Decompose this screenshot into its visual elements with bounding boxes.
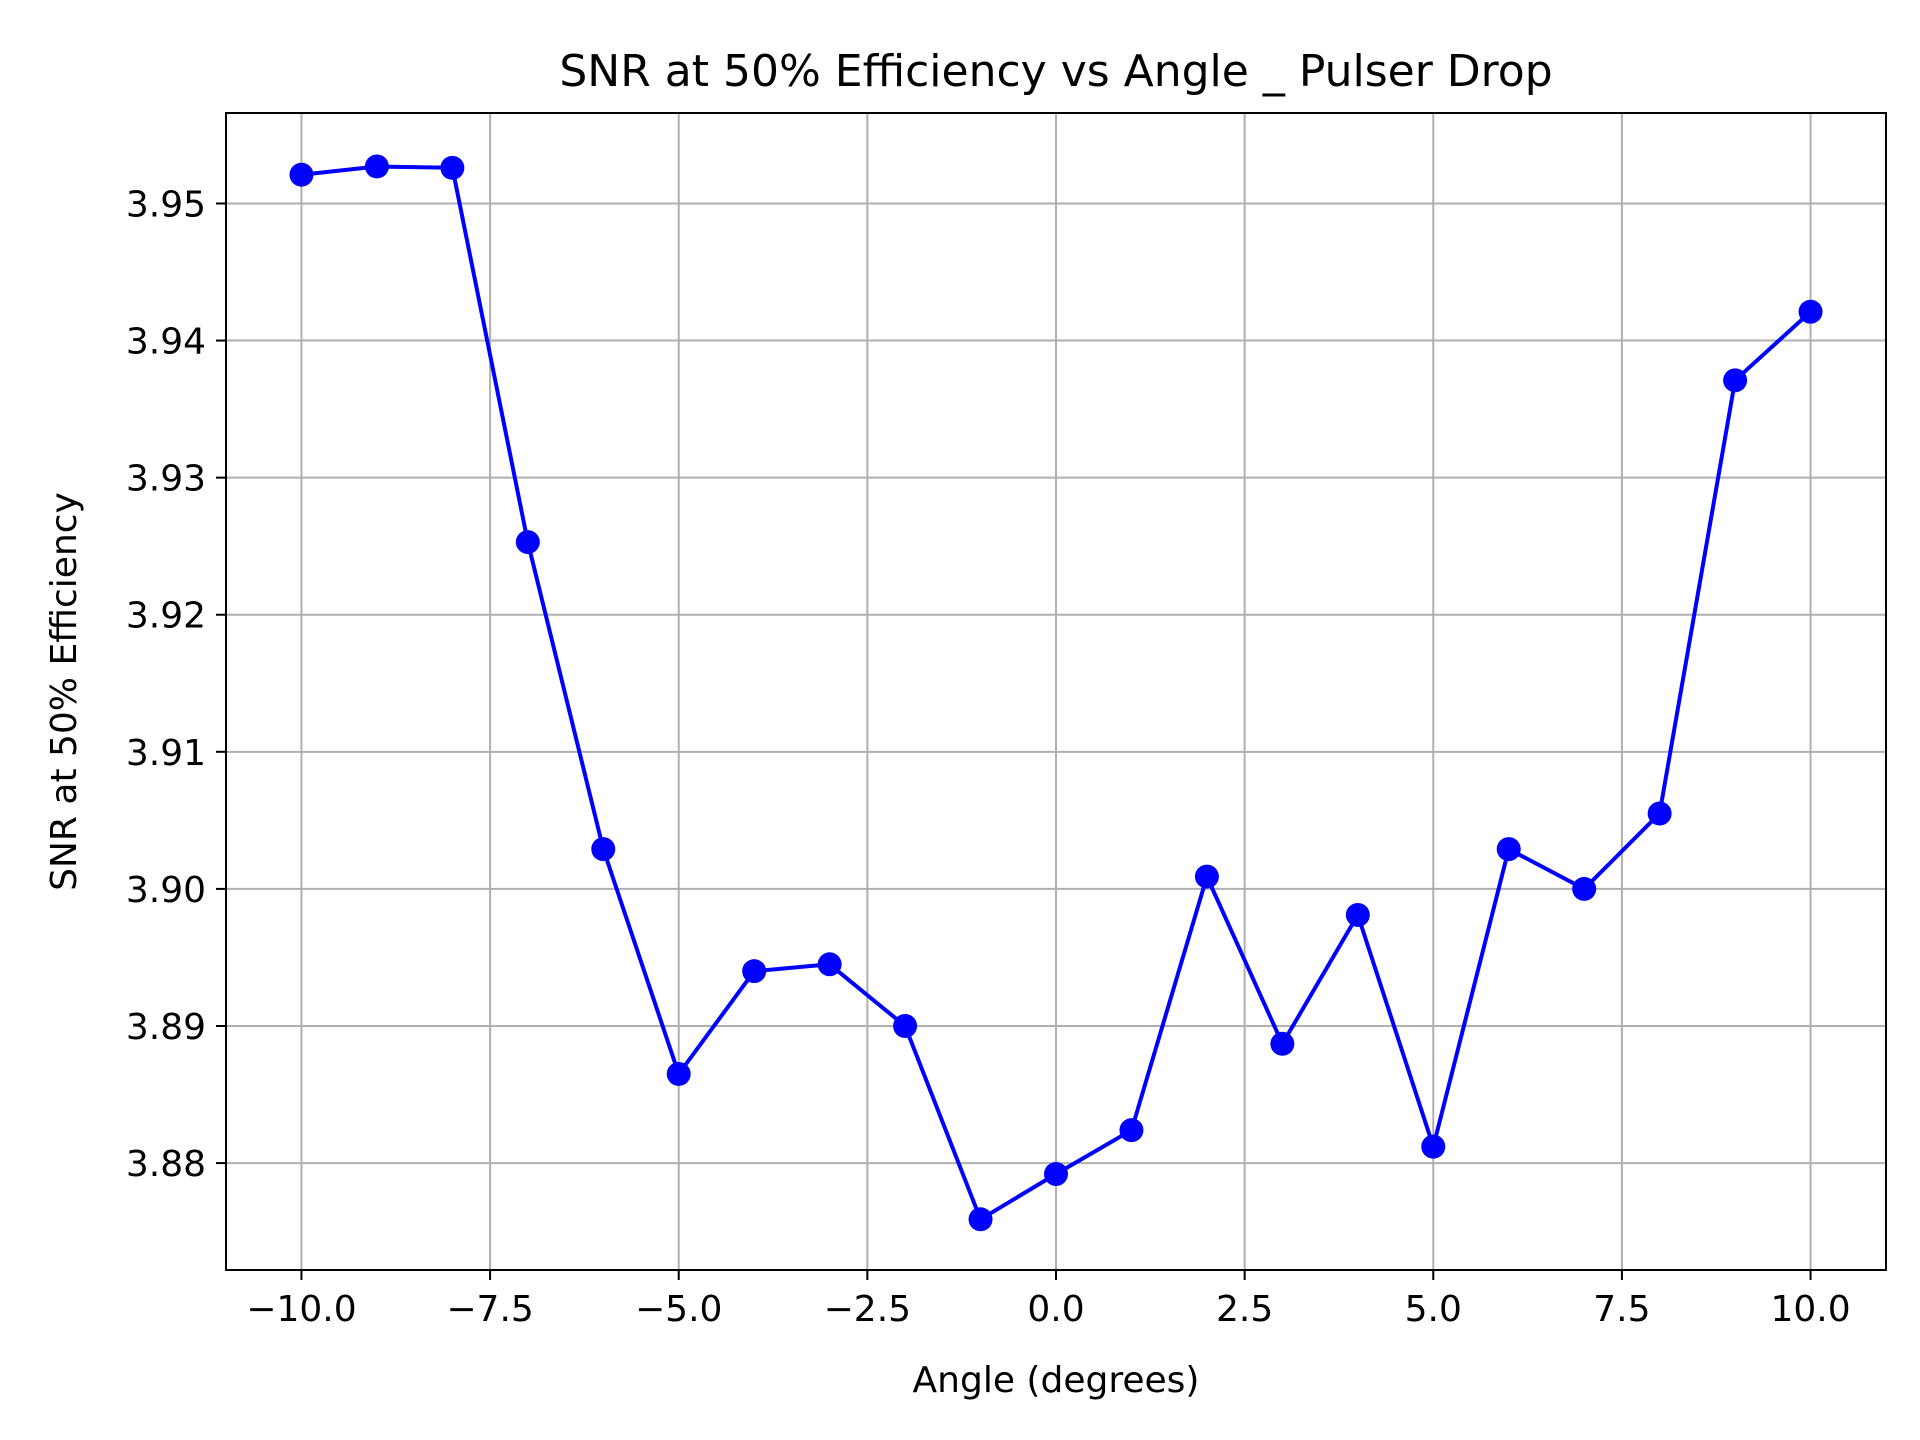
x-tick-label: 0.0	[1027, 1289, 1084, 1330]
data-point	[1798, 299, 1823, 324]
data-point	[666, 1061, 691, 1086]
y-tick-label: 3.94	[126, 322, 206, 363]
data-point	[893, 1013, 918, 1038]
x-tick-label: −5.0	[635, 1289, 722, 1330]
data-point	[968, 1207, 993, 1232]
grid	[226, 113, 1886, 1270]
data-point	[742, 959, 767, 984]
data-point	[1421, 1134, 1446, 1159]
y-tick-label: 3.93	[126, 459, 206, 500]
data-point	[817, 952, 842, 977]
data-point	[364, 154, 389, 179]
data-point	[1496, 837, 1521, 862]
plot-frame	[225, 112, 1887, 1271]
data-point	[1572, 876, 1597, 901]
data-point	[515, 530, 540, 555]
x-axis-label: Angle (degrees)	[913, 1360, 1200, 1401]
chart-title: SNR at 50% Efficiency vs Angle _ Pulser …	[559, 46, 1552, 97]
data-point	[440, 155, 465, 180]
y-tick-label: 3.88	[126, 1144, 206, 1185]
y-tick-label: 3.92	[126, 596, 206, 637]
x-tick-label: 5.0	[1405, 1289, 1462, 1330]
data-point	[1194, 864, 1219, 889]
y-tick-label: 3.91	[126, 733, 206, 774]
data-point	[1044, 1162, 1068, 1187]
x-tick-label: −2.5	[824, 1289, 911, 1330]
x-tick-label: 7.5	[1593, 1289, 1650, 1330]
x-tick-label: 2.5	[1216, 1289, 1273, 1330]
y-tick-label: 3.95	[126, 184, 206, 225]
data-point	[1270, 1031, 1295, 1056]
data-point	[591, 837, 616, 862]
data-point	[289, 162, 314, 187]
x-tick-label: 10.0	[1770, 1289, 1850, 1330]
y-tick-label: 3.89	[126, 1007, 206, 1048]
data-point	[1345, 902, 1370, 927]
x-tick-label: −7.5	[446, 1289, 533, 1330]
x-tick-label: −10.0	[246, 1289, 356, 1330]
axis-ticks: −10.0 −7.5 −5.0 −2.5 0.0 2.5 5.0 7.5 10.0 3.88 3.8…	[126, 184, 1851, 1330]
y-axis-label: SNR at 50% Efficiency	[44, 492, 85, 891]
data-series	[289, 154, 1823, 1232]
data-point	[1723, 368, 1748, 393]
data-point	[1119, 1118, 1144, 1143]
y-tick-label: 3.90	[126, 870, 206, 911]
data-point	[1647, 801, 1672, 826]
